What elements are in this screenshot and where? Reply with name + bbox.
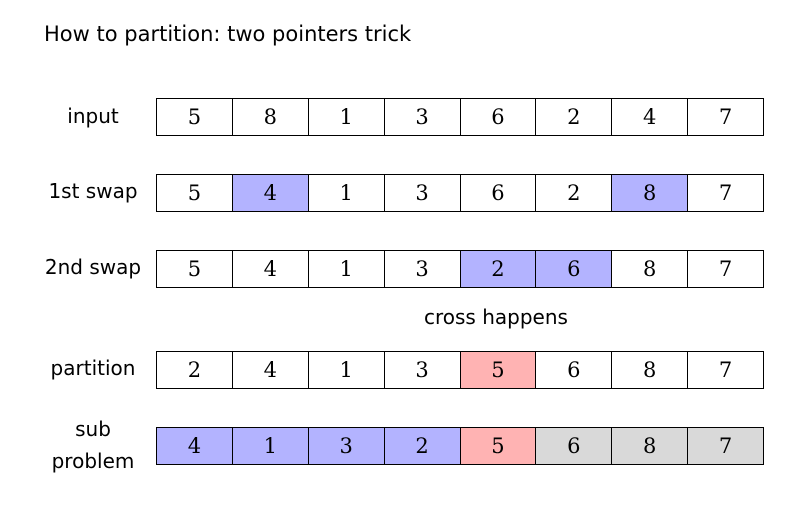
array-cell: 4 (612, 99, 689, 135)
array-cell: 3 (308, 428, 385, 464)
row-label-1st-swap: 1st swap (48, 179, 138, 203)
array-cell: 3 (385, 99, 461, 135)
array-cell: 8 (612, 428, 689, 464)
array-cell: 7 (718, 358, 733, 382)
array-cell: 4 (157, 428, 233, 464)
array-cell: 2 (536, 175, 613, 211)
array-cell: 1 (309, 175, 385, 211)
row-label-2nd-swap: 2nd swap (44, 255, 142, 279)
array-cell: 5 (460, 352, 537, 388)
row-label-line-sub: sub (75, 417, 111, 441)
array-cell: 5 (157, 251, 233, 287)
array-cell: 6 (536, 352, 613, 388)
array-cell: 2 (460, 251, 537, 287)
array-cell: 6 (461, 175, 537, 211)
array-cell: 4 (233, 352, 309, 388)
row-label-sub-problem: sub problem (38, 413, 148, 477)
array-cell: 2 (536, 99, 613, 135)
array-cell: 2 (384, 428, 461, 464)
array-cell: 6 (536, 251, 613, 287)
array-cell: 2 (157, 352, 233, 388)
array-cell: 3 (385, 175, 461, 211)
row-label-partition: partition (50, 356, 136, 380)
array-cell: 4 (232, 175, 309, 211)
array-cell: 8 (612, 175, 689, 211)
array-cell: 7 (718, 257, 733, 281)
cross-happens-note: cross happens (424, 305, 568, 329)
row-label-line-problem: problem (51, 449, 135, 473)
array-cell: 7 (688, 428, 763, 464)
array-cell: 7 (718, 105, 733, 129)
array-cell: 7 (718, 181, 733, 205)
array-cell: 1 (232, 428, 309, 464)
array-cell: 3 (385, 352, 461, 388)
array-cell: 8 (612, 352, 689, 388)
array-cell: 5 (157, 175, 233, 211)
diagram-title: How to partition: two pointers trick (44, 22, 412, 46)
array-cell: 5 (157, 99, 233, 135)
array-cell: 4 (233, 251, 309, 287)
array-cell: 5 (460, 428, 537, 464)
array-cell: 6 (461, 99, 537, 135)
array-cell: 1 (309, 352, 385, 388)
array-cell: 1 (309, 251, 385, 287)
array-cell: 8 (612, 251, 689, 287)
row-label-input: input (67, 104, 119, 128)
array-cell: 3 (385, 251, 461, 287)
array-cell: 8 (233, 99, 309, 135)
array-cell: 1 (309, 99, 385, 135)
array-cell: 6 (536, 428, 613, 464)
